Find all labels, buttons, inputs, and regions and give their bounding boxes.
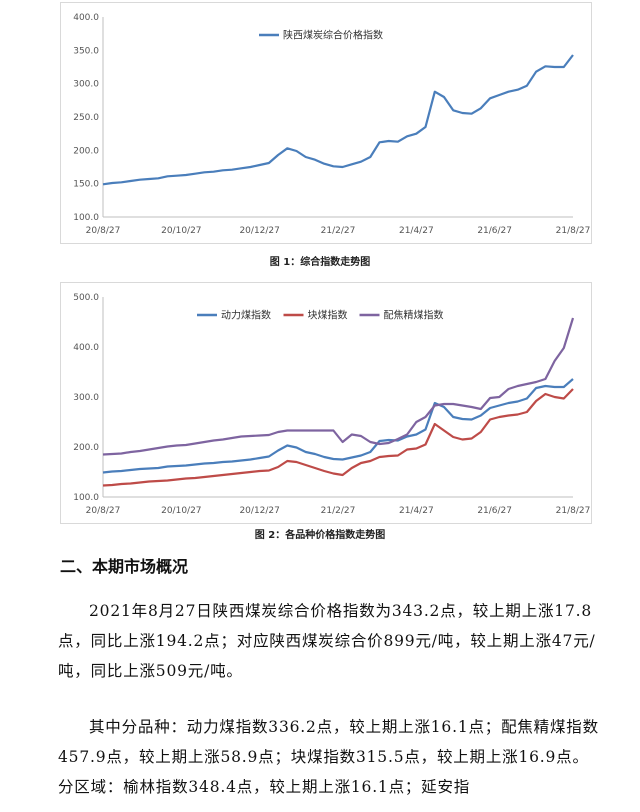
chart2-legend-item-2: 块煤指数 [283, 309, 348, 322]
composite-index-chart: 100.0 150.0 200.0 250.0 300.0 350.0 400.0 20/8/… [60, 2, 592, 244]
chart1-y-tick-label: 200.0 [73, 146, 99, 156]
variety-index-chart-svg: 100.0 200.0 300.0 400.0 500.0 20/8/27 20/10/27… [73, 293, 591, 516]
chart1-x-tick-label: 21/2/27 [321, 226, 356, 236]
chart1-series-line-1 [102, 54, 574, 186]
chart2-legend-label: 块煤指数 [308, 309, 348, 322]
chart1-x-tick-label: 21/8/27 [556, 226, 591, 236]
chart2-x-tick-label: 20/10/27 [161, 506, 201, 516]
chart2-x-tick-label: 21/6/27 [477, 506, 512, 516]
chart1-y-tick-label: 400.0 [73, 13, 99, 23]
chart2-x-tick-label: 20/12/27 [239, 506, 279, 516]
chart2-x-tick-label: 20/8/27 [86, 506, 121, 516]
variety-index-chart: 100.0 200.0 300.0 400.0 500.0 20/8/27 20/10/27… [60, 282, 592, 524]
chart2-x-tick-label: 21/2/27 [321, 506, 356, 516]
chart2-y-tick-label: 100.0 [73, 493, 99, 503]
chart1-x-tick-label: 20/10/27 [161, 226, 201, 236]
chart1-legend-item-1: 陕西煤炭综合价格指数 [259, 29, 383, 42]
chart1-y-tick-label: 350.0 [73, 46, 99, 56]
chart1-y-tick-label: 150.0 [73, 180, 99, 190]
chart2-y-tick-label: 500.0 [73, 293, 99, 303]
chart2-legend-item-1: 动力煤指数 [197, 309, 271, 322]
chart2-legend-item-3: 配焦精煤指数 [359, 309, 444, 322]
figure-2-caption: 图 2：各品种价格指数走势图 [254, 530, 386, 541]
chart2-x-tick-label: 21/8/27 [556, 506, 591, 516]
chart2-y-tick-label: 200.0 [73, 443, 99, 453]
chart2-x-tick-label: 21/4/27 [399, 506, 434, 516]
chart1-x-tick-label: 21/6/27 [477, 226, 512, 236]
section-title: 二、本期市场概况 [60, 557, 189, 576]
composite-index-chart-svg: 100.0 150.0 200.0 250.0 300.0 350.0 400.0 20/8/… [73, 13, 591, 236]
chart2-y-tick-label: 300.0 [73, 393, 99, 403]
chart2-y-tick-label: 400.0 [73, 343, 99, 353]
chart1-x-tick-label: 20/8/27 [86, 226, 121, 236]
chart1-y-tick-label: 300.0 [73, 80, 99, 90]
market-overview-paragraph-2: 其中分品种：动力煤指数336.2点，较上期上涨16.1点；配焦精煤指数457.9… [58, 718, 599, 796]
chart1-y-tick-label: 250.0 [73, 113, 99, 123]
chart2-series-line-1 [102, 378, 574, 474]
market-overview-paragraph-1: 2021年8月27日陕西煤炭综合价格指数为343.2点，较上期上涨17.8点，同… [58, 602, 596, 680]
chart1-legend-label: 陕西煤炭综合价格指数 [283, 29, 383, 42]
figure-1-caption: 图 1：综合指数走势图 [269, 257, 371, 268]
chart1-y-tick-label: 100.0 [73, 213, 99, 223]
chart2-series-line-2 [102, 388, 574, 487]
chart1-x-tick-label: 20/12/27 [239, 226, 279, 236]
chart2-legend-label: 配焦精煤指数 [384, 309, 444, 322]
chart2-legend-label: 动力煤指数 [221, 309, 271, 322]
chart2-series-line-3 [102, 317, 575, 456]
chart1-x-tick-label: 21/4/27 [399, 226, 434, 236]
